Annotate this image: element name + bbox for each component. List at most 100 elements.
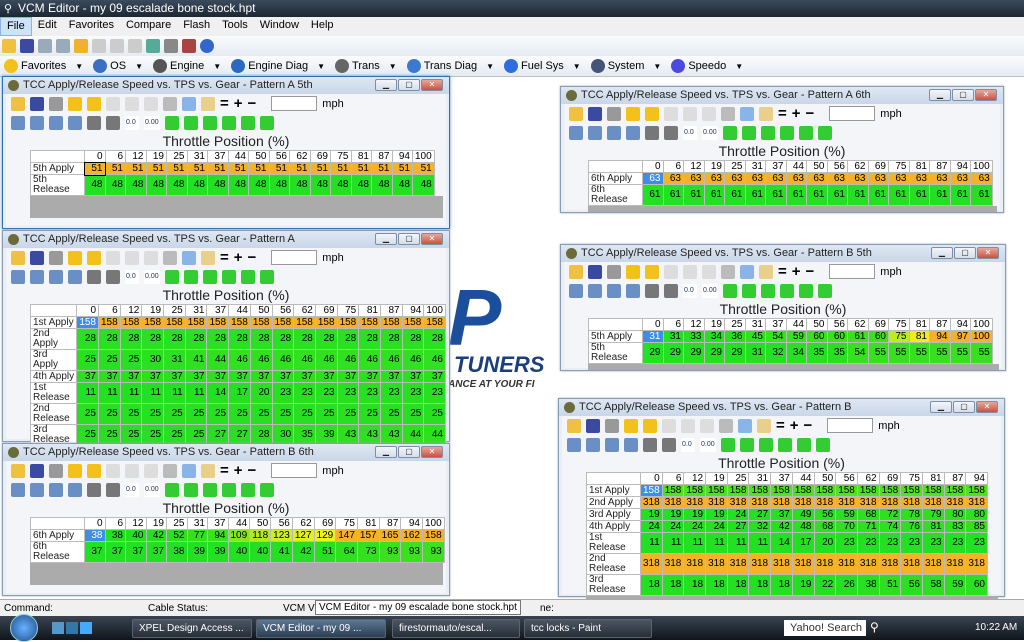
fill-icon[interactable]: [221, 269, 236, 284]
copy-icon[interactable]: [740, 264, 754, 279]
table-cell[interactable]: 17: [791, 532, 815, 554]
undo-icon[interactable]: [719, 418, 733, 433]
menu-tools[interactable]: Tools: [222, 19, 248, 31]
document-2-icon[interactable]: [56, 39, 70, 53]
table-cell[interactable]: 37: [228, 370, 251, 383]
table-cell[interactable]: 28: [163, 328, 186, 350]
maximize-button[interactable]: ▢: [953, 401, 975, 413]
table-cell[interactable]: 28: [314, 328, 338, 350]
table-cell[interactable]: 28: [119, 328, 143, 350]
table-cell[interactable]: 23: [900, 532, 923, 554]
favorite-icon[interactable]: [68, 463, 82, 478]
table-cell[interactable]: 94: [207, 529, 229, 542]
table-cell[interactable]: 31: [744, 342, 766, 364]
table-cell[interactable]: 51: [289, 162, 311, 175]
table-cell[interactable]: 158: [249, 316, 273, 329]
print-icon[interactable]: [49, 96, 63, 111]
minus-icon[interactable]: −: [247, 95, 257, 112]
table-cell[interactable]: 14: [770, 532, 793, 554]
table-cell[interactable]: 158: [421, 529, 445, 542]
table-cell[interactable]: 318: [965, 496, 988, 509]
table-cell[interactable]: 28: [271, 328, 295, 350]
table-cell[interactable]: 18: [770, 574, 793, 596]
minimize-button[interactable]: ▁: [375, 446, 397, 458]
table-cell[interactable]: 36: [724, 330, 746, 343]
table-cell[interactable]: 318: [705, 553, 728, 575]
plus-icon[interactable]: +: [233, 95, 243, 112]
table-cell[interactable]: 28: [141, 328, 165, 350]
menu-flash[interactable]: Flash: [183, 19, 211, 31]
graph-icon[interactable]: [106, 115, 120, 130]
table-cell[interactable]: 318: [770, 496, 793, 509]
grid-view-icon[interactable]: [569, 283, 583, 298]
table-cell[interactable]: 28: [184, 328, 208, 350]
smooth-h-icon[interactable]: [240, 115, 255, 130]
table-cell[interactable]: 318: [640, 496, 663, 509]
table-cell[interactable]: 61: [765, 184, 787, 206]
gauge-icon[interactable]: [87, 269, 101, 284]
dec-right-icon[interactable]: 0.00: [144, 482, 160, 497]
favorite-active-icon[interactable]: [645, 264, 659, 279]
table-cell[interactable]: 48: [84, 174, 106, 196]
adjust-value-input[interactable]: [271, 96, 318, 111]
table-cell[interactable]: 158: [770, 484, 793, 497]
table-cell[interactable]: 23: [878, 532, 902, 554]
dec-left-icon[interactable]: 0.0: [683, 125, 697, 140]
dropdown-arrow-icon[interactable]: ▼: [213, 61, 222, 71]
yahoo-search-input[interactable]: Yahoo! Search: [784, 620, 866, 636]
toolbar-fuel-sys-button[interactable]: Fuel Sys ▼: [504, 59, 581, 73]
table-cell[interactable]: 25: [76, 349, 99, 371]
interp-1-icon[interactable]: [720, 437, 735, 452]
table-a-icon[interactable]: [106, 463, 120, 478]
interp-3-icon[interactable]: [202, 482, 217, 497]
close-button[interactable]: ✕: [975, 89, 997, 101]
table-cell[interactable]: 158: [76, 316, 99, 329]
dropdown-arrow-icon[interactable]: ▼: [388, 61, 397, 71]
fill-icon[interactable]: [777, 437, 792, 452]
menu-window[interactable]: Window: [259, 19, 299, 31]
table-cell[interactable]: 28: [206, 328, 230, 350]
table-cell[interactable]: 93: [400, 541, 423, 563]
table-cell[interactable]: 318: [856, 496, 880, 509]
table-cell[interactable]: 158: [293, 316, 316, 329]
table-cell[interactable]: 29: [683, 342, 705, 364]
write-icon[interactable]: [182, 39, 196, 53]
table-cell[interactable]: 23: [379, 382, 403, 404]
table-cell[interactable]: 44: [401, 424, 425, 446]
table-cell[interactable]: 11: [748, 532, 772, 554]
table-cell[interactable]: 51: [350, 162, 372, 175]
interp-2-icon[interactable]: [183, 115, 198, 130]
plus-icon[interactable]: +: [791, 105, 801, 122]
table-cell[interactable]: 63: [949, 172, 971, 185]
minus-icon[interactable]: −: [805, 105, 815, 122]
table-cell[interactable]: 51: [104, 162, 126, 175]
table-cell[interactable]: 11: [705, 532, 728, 554]
table-cell[interactable]: 158: [683, 484, 707, 497]
table-cell[interactable]: 318: [683, 496, 707, 509]
save-icon[interactable]: [588, 106, 602, 121]
dec-left-icon[interactable]: 0.0: [683, 283, 697, 298]
menu-favorites[interactable]: Favorites: [68, 19, 114, 31]
table-cell[interactable]: 28: [293, 328, 316, 350]
table-cell[interactable]: 158: [748, 484, 772, 497]
maximize-button[interactable]: ▢: [952, 89, 974, 101]
open-icon[interactable]: [569, 106, 583, 121]
table-cell[interactable]: 158: [856, 484, 880, 497]
maximize-button[interactable]: ▢: [398, 233, 420, 245]
equals-icon[interactable]: =: [778, 105, 787, 122]
grid-view-icon[interactable]: [11, 115, 25, 130]
minimize-button[interactable]: ▁: [375, 233, 397, 245]
table-cell[interactable]: 25: [271, 403, 295, 425]
table-cell[interactable]: 48: [104, 174, 126, 196]
table-cell[interactable]: 23: [835, 532, 858, 554]
table-cell[interactable]: 76: [900, 520, 923, 533]
paste-icon[interactable]: [201, 250, 215, 265]
interp-3-icon[interactable]: [760, 125, 775, 140]
gauge-icon[interactable]: [645, 125, 659, 140]
label-view-icon[interactable]: [49, 482, 63, 497]
table-cell[interactable]: 11: [726, 532, 750, 554]
document-icon[interactable]: [38, 39, 52, 53]
table-cell[interactable]: 40: [227, 541, 251, 563]
table-cell[interactable]: 318: [835, 496, 858, 509]
table-cell[interactable]: 61: [949, 184, 971, 206]
